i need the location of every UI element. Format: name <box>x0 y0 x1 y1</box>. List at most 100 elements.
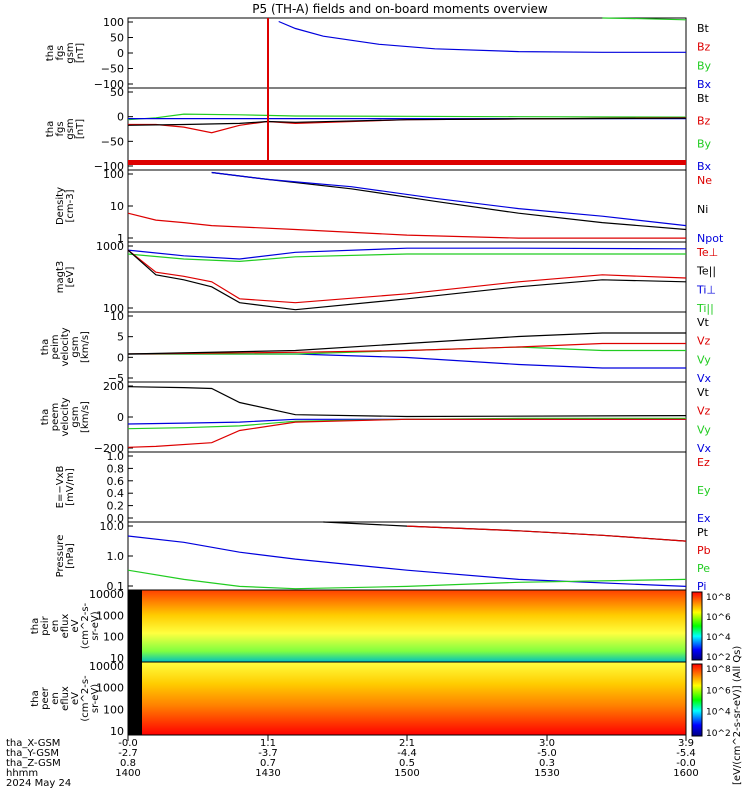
row-value: 1530 <box>534 768 559 779</box>
row-value: -2.7 <box>118 748 138 759</box>
ylabel-line: velocity <box>60 397 71 436</box>
row-value: 1600 <box>673 768 698 779</box>
legend-Bt: Bt <box>697 92 710 105</box>
legend-Vy: Vy <box>697 353 711 366</box>
legend-Te||: Te|| <box>696 265 716 278</box>
panel-p6: 200 0 −200 tha peem velocity gsm [km/s] Vt Vz Vy Vx <box>40 380 712 455</box>
heatmap-p10 <box>128 662 686 735</box>
series-Vz <box>127 418 686 448</box>
series-Vt <box>127 332 686 355</box>
heatmap-gap <box>128 662 142 735</box>
ytick-label: 5 <box>117 331 124 344</box>
panel-p5: 10 5 0 −5 tha peim velocity gsm [km/s] Vt Vz Vy Vx <box>40 310 712 385</box>
ylabel-line: eflux <box>60 686 71 711</box>
ylabel-line: fgs <box>55 121 66 136</box>
panel-p4: 1000 100 magt3 [eV] Te⊥ Te|| Ti⊥ Ti|| <box>55 240 718 315</box>
series-Vx <box>128 353 686 369</box>
ylabel-line: tha <box>40 409 51 425</box>
row-value: 3.9 <box>678 738 694 749</box>
ylabel-line: gsm <box>65 118 76 139</box>
ytick-label: 0.4 <box>107 487 125 500</box>
ylabel-line: tha <box>40 339 51 355</box>
ylabel-line: [km/s] <box>80 401 91 433</box>
flag-bar <box>128 160 686 165</box>
series-Ti⊥ <box>127 247 687 260</box>
ytick-label: 100 <box>103 16 124 29</box>
ytick-label: 100 <box>103 168 124 181</box>
legend-By: By <box>697 137 712 150</box>
legend-Ne: Ne <box>697 174 712 187</box>
ylabel-line: [nT] <box>75 43 86 63</box>
series-Te⊥ <box>127 249 687 304</box>
ytick-label: 10 <box>110 725 124 738</box>
ylabel-line: eV <box>70 619 81 632</box>
ytick-label: −50 <box>101 135 124 148</box>
legend-Ti⊥: Ti⊥ <box>696 283 716 296</box>
series-Bx <box>278 20 686 53</box>
ytick-label: 100 <box>103 302 124 315</box>
ylabel-line: peem <box>50 403 61 431</box>
series-Vx <box>127 418 686 425</box>
legend-Vz: Vz <box>697 335 711 348</box>
ytick-label: 1 <box>117 232 124 245</box>
legend-By: By <box>697 59 712 72</box>
ylabel-line: Pressure <box>55 535 66 578</box>
ytick-label: 0.1 <box>107 580 125 593</box>
ylabel-line: en <box>50 620 61 633</box>
ylabel-line: [mV/m] <box>65 468 76 506</box>
heatmap-gap <box>128 590 142 662</box>
row-value: 0.7 <box>260 758 276 769</box>
ytick-label: −200 <box>94 442 124 455</box>
series-Vt <box>127 386 687 418</box>
colorbar-tick: 10^6 <box>706 686 731 696</box>
ylabel-line: tha <box>30 690 41 706</box>
panel-p10: 10000 1000 100 10 tha peer en eflux eV (cm^2-s-sr… <box>30 660 687 738</box>
colorbar-tick: 10^6 <box>706 613 731 623</box>
colorbar-tick: 10^8 <box>706 593 731 603</box>
row-label: tha_X-GSM <box>6 738 60 749</box>
legend-Vt: Vt <box>697 386 710 399</box>
legend-Ti||: Ti|| <box>696 302 714 315</box>
panel-p9: 10000 1000 100 10 tha peir en eflux eV (cm^2-s-sr… <box>30 588 687 665</box>
heatmap-p9 <box>128 590 686 662</box>
series-Pt <box>323 521 687 542</box>
row-value: 1.1 <box>260 738 276 749</box>
row-value: -0.0 <box>118 738 138 749</box>
series-Vy <box>127 417 686 430</box>
ytick-label: 1000 <box>96 682 124 695</box>
row-value: 0.5 <box>399 758 415 769</box>
ylabel-line: [cm-3] <box>65 189 76 222</box>
row-value: 1430 <box>255 768 280 779</box>
ylabel-line: sr-eV) <box>90 684 101 713</box>
ylabel-line: gsm <box>65 42 76 63</box>
colorbar-label: [eV/(cm^2-s-sr-eV)] (All Qs) <box>732 646 743 785</box>
ytick-label: 10000 <box>89 660 124 673</box>
row-value: 2.1 <box>399 738 415 749</box>
ytick-label: 1000 <box>96 609 124 622</box>
ylabel-line: en <box>50 692 61 705</box>
row-value: -5.0 <box>537 748 557 759</box>
ylabel-line: peer <box>40 686 51 710</box>
ylabel-line: fgs <box>55 45 66 60</box>
ytick-label: 0.8 <box>107 462 125 475</box>
ylabel-line: [nPa] <box>65 543 76 569</box>
ylabel-line: tha <box>45 45 56 61</box>
legend-Ex: Ex <box>697 512 711 525</box>
panel-frame <box>127 87 687 171</box>
series-Te|| <box>127 249 687 311</box>
ylabel-line: gsm <box>70 406 81 427</box>
legend-Npot: Npot <box>697 232 724 245</box>
date-label: 2024 May 24 <box>6 778 71 789</box>
ytick-label: 0 <box>117 111 124 124</box>
ylabel-line: tha <box>45 121 56 137</box>
panel-p1: 100 50 0 −50 −100 tha fgs gsm [nT] Bt Bz By Bx <box>45 16 712 91</box>
ytick-label: −100 <box>94 78 124 91</box>
ylabel-line: [eV] <box>65 267 76 288</box>
ylabel-line: (cm^2-s- <box>80 675 91 722</box>
row-label: tha_Z-GSM <box>6 758 61 769</box>
ylabel-line: Density <box>55 187 66 225</box>
legend-Vx: Vx <box>697 442 712 455</box>
ytick-label: 50 <box>110 32 124 45</box>
colorbar-tick: 10^2 <box>706 653 731 663</box>
